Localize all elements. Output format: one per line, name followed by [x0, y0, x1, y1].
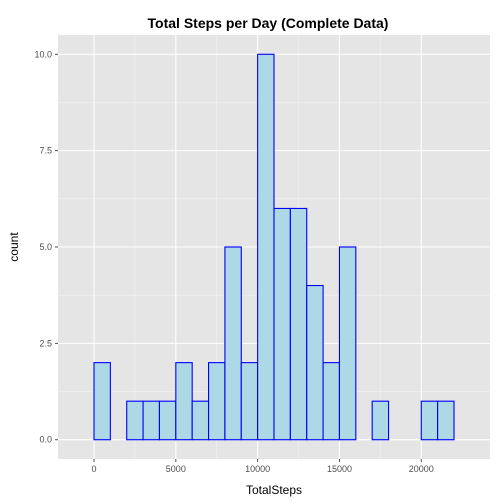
histogram-bar: [191, 400, 210, 441]
histogram-bar: [142, 400, 161, 441]
histogram-bar: [175, 362, 193, 441]
y-axis-ticks: 0.0 2.5 5.0 7.5 10.0: [34, 49, 58, 445]
chart-title: Total Steps per Day (Complete Data): [148, 15, 389, 31]
x-tick-label: 15000: [327, 464, 352, 474]
histogram-bar: [240, 362, 259, 441]
histogram-bar: [338, 246, 357, 441]
x-tick-label: 0: [91, 464, 96, 474]
histogram-bars: [93, 53, 455, 441]
histogram-bar: [126, 400, 144, 441]
y-tick-label: 7.5: [39, 146, 52, 156]
histogram-bar: [224, 246, 242, 441]
y-axis-title: count: [7, 232, 21, 262]
histogram-bar: [93, 362, 111, 441]
histogram-bar: [289, 207, 308, 441]
histogram-bar: [437, 400, 455, 441]
x-tick-label: 5000: [166, 464, 186, 474]
y-tick-label: 10.0: [34, 49, 52, 59]
y-tick-label: 2.5: [39, 338, 52, 348]
y-tick-label: 0.0: [39, 435, 52, 445]
histogram-bar: [420, 400, 439, 441]
histogram-bar: [158, 400, 177, 441]
histogram-bar: [257, 53, 275, 441]
histogram-bar: [207, 362, 226, 441]
histogram-bar: [371, 400, 390, 441]
y-tick-label: 5.0: [39, 242, 52, 252]
histogram-bar: [322, 362, 341, 441]
histogram-bar: [306, 284, 324, 441]
x-axis-title: TotalSteps: [246, 483, 302, 497]
x-axis-ticks: 0 5000 10000 15000 20000: [91, 459, 434, 474]
histogram-bar: [273, 207, 291, 441]
x-tick-label: 20000: [409, 464, 434, 474]
x-tick-label: 10000: [245, 464, 270, 474]
